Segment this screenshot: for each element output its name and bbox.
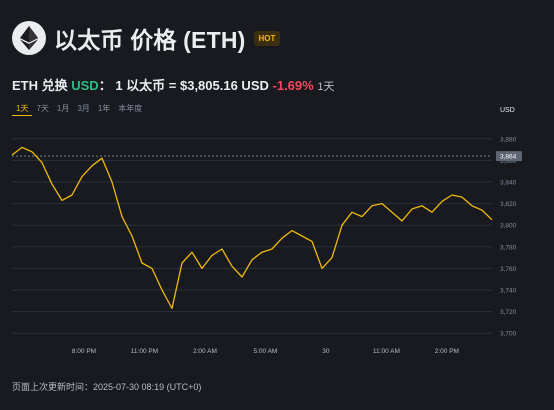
y-tick-label: 3,780 <box>500 244 517 251</box>
x-tick-label: 11:00 PM <box>131 348 158 355</box>
quote-currency-link[interactable]: USD <box>71 78 99 93</box>
y-tick-label: 3,860 <box>500 158 517 165</box>
tab-1d[interactable]: 1天 <box>12 102 33 116</box>
y-tick-label: 3,700 <box>500 331 517 338</box>
hot-badge: HOT <box>253 30 281 46</box>
footer: 页面上次更新时间：2025-07-30 08:19 (UTC+0) <box>12 380 201 393</box>
price-line-series <box>11 146 493 310</box>
x-tick-label: 11:00 AM <box>373 348 400 355</box>
reference-label-bg <box>496 151 522 162</box>
x-tick-label: 2:00 AM <box>193 348 217 355</box>
tab-ytd[interactable]: 本年度 <box>118 104 143 113</box>
tab-1m[interactable]: 1月 <box>56 104 70 113</box>
page-title: 以太币 价格 (ETH) <box>54 27 246 53</box>
header: 以太币 价格 (ETH) HOT <box>12 20 281 56</box>
price-line: ETH 兑换 USD： 1 以太币 = $3,805.16 USD -1.69%… <box>12 75 334 94</box>
x-tick-label: 5:00 AM <box>254 348 278 355</box>
y-tick-label: 3,720 <box>500 309 517 316</box>
timeframe-tabs: 1天 7天 1月 3月 1年 本年度 <box>12 102 146 116</box>
y-tick-label: 3,820 <box>500 201 517 208</box>
y-tick-label: 3,740 <box>500 288 517 295</box>
updated-time: 2025-07-30 08:19 (UTC+0) <box>93 382 202 392</box>
separator: ： <box>98 78 112 93</box>
updated-label: 页面上次更新时间： <box>12 382 94 392</box>
tab-3m[interactable]: 3月 <box>77 104 90 113</box>
tab-1y[interactable]: 1年 <box>97 104 111 113</box>
x-tick-label: 30 <box>322 348 330 355</box>
x-tick-label: 2:00 PM <box>435 348 459 355</box>
reference-label: 3,864 <box>500 154 517 161</box>
ethereum-icon <box>12 21 46 55</box>
tab-7d[interactable]: 7天 <box>36 104 49 113</box>
y-axis-title: USD <box>500 107 515 114</box>
rate-text: 1 以太币 = $3,805.16 USD <box>115 78 269 93</box>
change-period: 1天 <box>317 81 335 93</box>
y-tick-label: 3,760 <box>500 266 517 273</box>
y-tick-label: 3,840 <box>500 180 517 187</box>
y-tick-label: 3,800 <box>500 223 517 230</box>
x-tick-label: 8:00 PM <box>72 348 96 355</box>
price-chart[interactable]: USD 3,880 3,860 3,840 3,820 3,800 3,780 3,760 3,… <box>0 100 554 362</box>
pair-prefix: ETH 兑换 <box>12 78 72 93</box>
y-tick-label: 3,880 <box>500 136 517 143</box>
price-change: -1.69% <box>272 78 314 93</box>
